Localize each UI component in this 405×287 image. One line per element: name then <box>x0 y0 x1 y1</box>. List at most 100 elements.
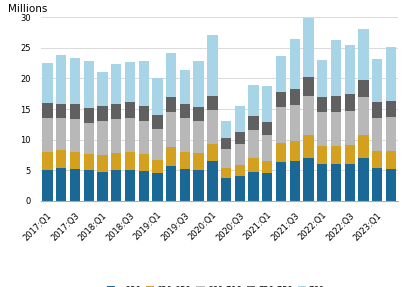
Bar <box>179 169 190 201</box>
Bar <box>262 86 272 122</box>
Bar <box>70 119 80 152</box>
Bar <box>42 152 53 170</box>
Bar <box>220 138 231 149</box>
Bar <box>193 121 203 153</box>
Bar <box>385 117 395 151</box>
Bar <box>220 168 231 178</box>
Bar <box>344 45 354 94</box>
Bar <box>111 104 121 119</box>
Bar <box>138 106 149 121</box>
Bar <box>316 146 327 164</box>
Bar <box>138 171 149 201</box>
Bar <box>138 154 149 171</box>
Bar <box>371 59 382 102</box>
Bar <box>166 147 176 166</box>
Bar <box>234 132 244 144</box>
Bar <box>166 112 176 147</box>
Bar <box>138 61 149 106</box>
Bar <box>70 58 80 104</box>
Bar <box>358 30 368 80</box>
Bar <box>83 154 94 170</box>
Bar <box>289 105 299 141</box>
Bar <box>330 164 340 201</box>
Bar <box>385 101 395 117</box>
Bar <box>344 111 354 145</box>
Bar <box>207 144 217 161</box>
Bar <box>248 172 258 201</box>
Bar <box>371 168 382 201</box>
Bar <box>152 129 162 160</box>
Bar <box>83 123 94 154</box>
Bar <box>262 161 272 173</box>
Bar <box>303 77 313 96</box>
Bar <box>275 143 286 162</box>
Bar <box>220 121 231 138</box>
Bar <box>83 61 94 108</box>
Bar <box>330 146 340 164</box>
Bar <box>248 131 258 158</box>
Bar <box>289 141 299 161</box>
Bar <box>111 153 121 170</box>
Bar <box>385 47 395 101</box>
Bar <box>111 64 121 104</box>
Bar <box>83 108 94 123</box>
Bar <box>70 169 80 201</box>
Bar <box>207 161 217 201</box>
Bar <box>166 53 176 97</box>
Bar <box>179 70 190 104</box>
Bar <box>275 57 286 92</box>
Bar <box>344 164 354 201</box>
Bar <box>289 89 299 105</box>
Bar <box>358 158 368 201</box>
Bar <box>344 94 354 111</box>
Bar <box>262 122 272 135</box>
Bar <box>275 107 286 143</box>
Text: Millions: Millions <box>9 3 48 13</box>
Bar <box>358 135 368 158</box>
Bar <box>316 60 327 97</box>
Bar <box>193 170 203 201</box>
Bar <box>371 102 382 118</box>
Bar <box>303 18 313 77</box>
Bar <box>248 158 258 172</box>
Bar <box>234 144 244 165</box>
Bar <box>56 150 66 168</box>
Bar <box>42 103 53 118</box>
Bar <box>179 118 190 152</box>
Bar <box>344 145 354 164</box>
Bar <box>56 55 66 104</box>
Bar <box>124 170 135 201</box>
Bar <box>275 162 286 201</box>
Bar <box>275 92 286 107</box>
Bar <box>289 161 299 201</box>
Bar <box>262 173 272 201</box>
Bar <box>248 116 258 131</box>
Bar <box>330 40 340 96</box>
Bar <box>303 96 313 135</box>
Bar <box>234 106 244 132</box>
Bar <box>179 104 190 118</box>
Bar <box>385 151 395 169</box>
Bar <box>371 118 382 151</box>
Bar <box>371 151 382 168</box>
Bar <box>42 170 53 201</box>
Bar <box>124 62 135 102</box>
Bar <box>56 168 66 201</box>
Bar <box>248 85 258 116</box>
Bar <box>152 173 162 201</box>
Bar <box>330 96 340 112</box>
Bar <box>358 97 368 135</box>
Bar <box>220 149 231 168</box>
Bar <box>330 112 340 146</box>
Bar <box>207 110 217 144</box>
Bar <box>303 135 313 158</box>
Bar <box>97 172 107 201</box>
Bar <box>42 118 53 152</box>
Bar <box>358 80 368 97</box>
Bar <box>234 177 244 201</box>
Bar <box>56 118 66 150</box>
Bar <box>316 97 327 112</box>
Bar <box>207 35 217 96</box>
Bar <box>234 165 244 177</box>
Bar <box>56 104 66 118</box>
